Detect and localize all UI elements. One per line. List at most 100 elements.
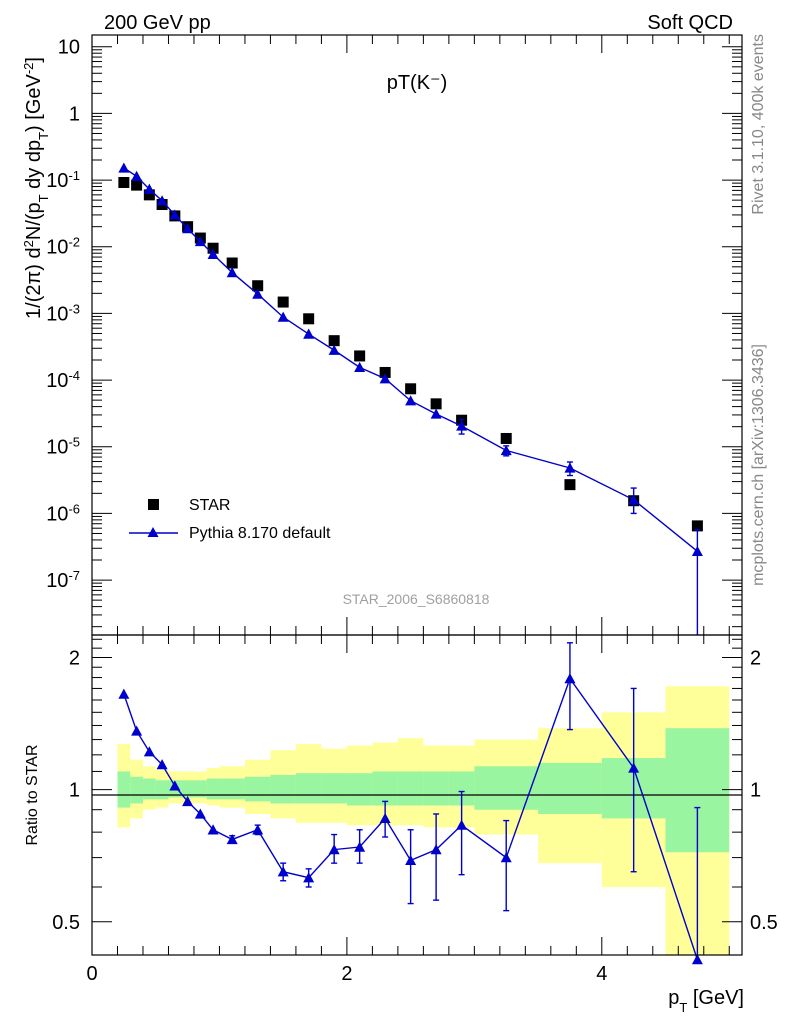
data-point-triangle <box>564 462 576 473</box>
data-point-triangle <box>277 311 289 322</box>
y-tick-label-right: 0.5 <box>750 912 778 934</box>
ratio-data <box>118 642 703 965</box>
data-point-triangle <box>405 854 417 866</box>
data-point-triangle <box>405 395 417 406</box>
data-point-star <box>500 432 512 444</box>
data-point-triangle <box>118 162 130 173</box>
data-point-triangle <box>277 866 289 877</box>
data-point-triangle <box>156 759 168 770</box>
y-tick-label-right: 1 <box>750 780 761 802</box>
data-point-triangle <box>182 795 194 807</box>
data-point-triangle <box>143 746 155 757</box>
data-point-triangle <box>207 824 219 835</box>
data-point-triangle <box>131 170 143 181</box>
main-panel: pT(K⁻) STAR_2006_S6860818 10-7 10-6 10-5 10… <box>21 34 743 636</box>
watermark: STAR_2006_S6860818 <box>343 591 490 607</box>
legend: STAR Pythia 8.170 default <box>129 497 331 542</box>
data-point-triangle <box>379 812 391 824</box>
header-right: Soft QCD <box>647 12 733 34</box>
data-point-star <box>354 350 366 362</box>
x-tick-label: 0 <box>86 963 97 985</box>
band-stat-bin <box>181 780 194 798</box>
data-point-triangle <box>628 762 640 773</box>
data-point-triangle <box>156 195 168 206</box>
y-tick-label: 1 <box>69 103 80 125</box>
band-stat-bin <box>155 780 169 800</box>
data-point-triangle <box>226 267 238 278</box>
pythia-line <box>123 167 698 552</box>
data-point-star <box>379 366 391 378</box>
band-stat-bin <box>193 780 207 798</box>
data-point-triangle <box>194 808 206 819</box>
data-point-star <box>303 313 315 325</box>
data-point-triangle <box>456 819 468 830</box>
x-tick-label: 4 <box>596 963 607 985</box>
data-point-triangle <box>430 844 442 855</box>
x-axis-label: pT [GeV] <box>668 987 744 1015</box>
data-point-triangle <box>691 545 703 556</box>
band-stat-bin <box>117 771 131 808</box>
band-stat-bin <box>321 773 347 804</box>
data-point-triangle <box>354 841 366 852</box>
data-point-star <box>252 280 264 292</box>
main-title: pT(K⁻) <box>387 72 448 94</box>
ratio-panel: 0.5 0.5 1 1 2 2 0 2 4 Ratio to STAR pT [GeV] <box>24 634 778 1015</box>
data-point-star <box>564 479 576 491</box>
data-point-triangle <box>169 209 181 220</box>
y-tick-label: 10 <box>58 37 80 59</box>
band-stat-bin <box>244 776 271 802</box>
data-point-triangle <box>169 780 181 791</box>
data-point-triangle <box>564 673 576 684</box>
data-point-triangle <box>328 344 340 355</box>
data-point-triangle <box>252 824 264 835</box>
data-point-triangle <box>252 288 264 299</box>
ratio-ylabel: Ratio to STAR <box>24 744 41 845</box>
data-point-triangle <box>328 844 340 855</box>
data-point-triangle <box>303 872 315 883</box>
y-tick-label: 10-6 <box>46 501 80 526</box>
main-data <box>118 162 703 635</box>
band-stat-bin <box>206 778 220 800</box>
data-point-star <box>143 189 155 201</box>
data-point-triangle <box>379 373 391 384</box>
y-tick-label: 10-2 <box>46 234 80 259</box>
mcplots-label: mcplots.cern.ch [arXiv:1306.3436] <box>750 344 767 586</box>
y-tick-label: 1 <box>69 780 80 802</box>
legend-label-star: STAR <box>189 497 230 514</box>
data-point-triangle <box>456 420 468 431</box>
data-point-star <box>118 176 130 188</box>
band-stat-bin <box>474 766 539 810</box>
data-point-star <box>691 520 703 532</box>
legend-marker-pythia <box>147 527 159 537</box>
data-point-star <box>226 257 238 269</box>
rivet-label: Rivet 3.1.10, 400k events <box>750 34 767 215</box>
data-point-triangle <box>207 248 219 259</box>
data-point-triangle <box>118 688 130 699</box>
y-tick-label: 10-4 <box>46 368 80 393</box>
ratio-y-ticks: 0.5 0.5 1 1 2 2 <box>52 638 778 934</box>
legend-marker-star <box>148 499 159 510</box>
ratio-bands <box>117 686 730 955</box>
band-stat-bin <box>538 762 602 814</box>
y-tick-label: 0.5 <box>52 912 80 934</box>
data-point-triangle <box>182 223 194 234</box>
ratio-x-ticks: 0 2 4 <box>86 635 730 985</box>
band-stat-bin <box>397 771 424 806</box>
y-tick-label: 10-7 <box>46 568 80 593</box>
ratio-frame <box>91 634 743 956</box>
main-x-ticks <box>91 35 730 635</box>
y-tick-label: 10-3 <box>46 301 80 326</box>
y-tick-label: 10-1 <box>46 168 80 193</box>
data-point-triangle <box>194 235 206 247</box>
data-point-triangle <box>500 444 512 456</box>
ratio-pythia-line <box>123 677 699 960</box>
data-point-triangle <box>500 852 512 863</box>
band-stat-bin <box>295 773 322 804</box>
main-frame <box>91 34 743 636</box>
data-point-triangle <box>131 725 143 736</box>
band-stat-bin <box>130 776 143 804</box>
band-stat-bin <box>142 778 156 800</box>
data-point-triangle <box>226 833 238 845</box>
data-point-triangle <box>430 408 442 419</box>
y-tick-label: 10-5 <box>46 434 80 459</box>
